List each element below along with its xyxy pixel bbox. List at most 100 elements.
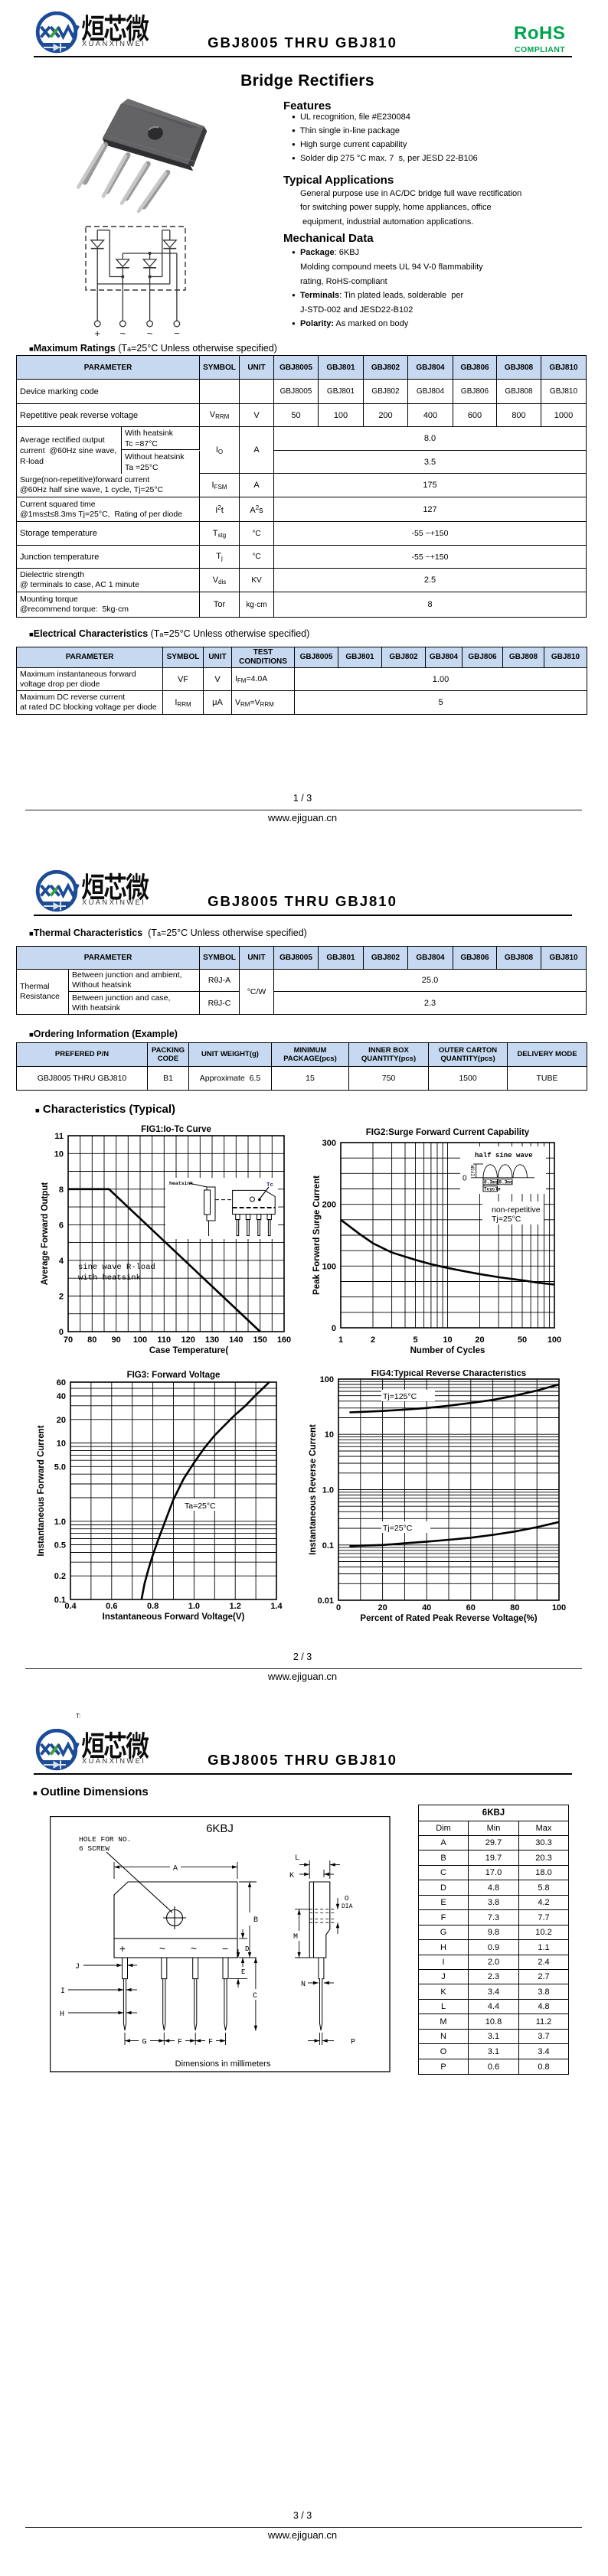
svg-text:50: 50 [518, 1335, 527, 1345]
svg-text:0.2: 0.2 [54, 1572, 66, 1581]
svg-text:Tj=25°C: Tj=25°C [383, 1524, 413, 1533]
svg-text:N: N [301, 1981, 306, 1989]
svg-text:150: 150 [253, 1335, 267, 1345]
svg-text:Tj=25°C: Tj=25°C [492, 1215, 521, 1224]
svg-text:~: ~ [191, 1942, 197, 1955]
svg-text:80: 80 [510, 1603, 519, 1612]
svg-text:100: 100 [133, 1335, 147, 1345]
svg-text:Tj=125°C: Tj=125°C [383, 1392, 417, 1401]
svg-text:F: F [208, 2039, 213, 2047]
svg-text:1.0: 1.0 [322, 1486, 334, 1495]
svg-text:M: M [293, 1933, 298, 1942]
svg-text:C: C [253, 1992, 257, 2000]
svg-text:half sine wave: half sine wave [475, 1152, 533, 1159]
svg-text:60: 60 [466, 1603, 476, 1612]
svg-text:sine wave R-load: sine wave R-load [78, 1263, 155, 1272]
svg-text:Number of Cycles: Number of Cycles [410, 1346, 485, 1355]
svg-text:6: 6 [59, 1221, 64, 1230]
svg-text:5.0: 5.0 [54, 1462, 66, 1472]
svg-text:100: 100 [552, 1603, 566, 1612]
svg-text:with heatsink: with heatsink [78, 1273, 141, 1283]
svg-text:0.1: 0.1 [54, 1596, 66, 1605]
svg-text:FIG1:Io-Tc Curve: FIG1:Io-Tc Curve [141, 1125, 211, 1134]
svg-text:160: 160 [277, 1335, 291, 1345]
svg-text:IFSM: IFSM [471, 1165, 476, 1176]
svg-text:E: E [241, 1968, 245, 1976]
svg-text:1.0: 1.0 [54, 1518, 66, 1527]
svg-text:DIA: DIA [342, 1903, 353, 1910]
svg-text:Dimensions in millimeters: Dimensions in millimeters [175, 2059, 271, 2069]
svg-text:60: 60 [57, 1378, 66, 1387]
svg-text:6 SCREW: 6 SCREW [79, 1844, 110, 1853]
svg-text:P: P [351, 2039, 355, 2047]
svg-text:10: 10 [57, 1440, 66, 1449]
svg-text:K: K [289, 1872, 294, 1880]
svg-text:I: I [60, 1987, 65, 1996]
svg-text:1.4: 1.4 [270, 1602, 283, 1611]
svg-text:O: O [345, 1895, 348, 1903]
svg-text:FIG3: Forward Voltage: FIG3: Forward Voltage [127, 1371, 221, 1380]
svg-text:100: 100 [320, 1375, 334, 1384]
svg-text:~: ~ [120, 328, 126, 339]
svg-text:F: F [178, 2039, 182, 2047]
svg-text:D: D [245, 1945, 249, 1953]
svg-text:8: 8 [59, 1185, 64, 1195]
svg-text:+: + [119, 1942, 126, 1955]
svg-text:10: 10 [54, 1149, 64, 1159]
svg-text:20: 20 [378, 1603, 387, 1612]
svg-text:B: B [253, 1916, 258, 1925]
svg-text:200: 200 [322, 1201, 336, 1210]
svg-text:8.3ms: 8.3ms [484, 1180, 498, 1185]
svg-text:6KBJ: 6KBJ [206, 1822, 234, 1835]
svg-text:Ta=25°C: Ta=25°C [185, 1502, 216, 1511]
svg-text:0.01: 0.01 [318, 1596, 334, 1606]
svg-text:non-repetitive: non-repetitive [492, 1205, 541, 1215]
svg-text:100: 100 [548, 1335, 561, 1345]
svg-text:FIG4:Typical Reverse Character: FIG4:Typical Reverse Characteristics [371, 1370, 526, 1378]
svg-text:−: − [222, 1942, 228, 1955]
svg-text:140: 140 [229, 1335, 243, 1345]
svg-text:130: 130 [205, 1335, 219, 1345]
svg-text:0.5: 0.5 [54, 1541, 66, 1550]
svg-text:J: J [75, 1963, 80, 1971]
svg-text:~: ~ [159, 1942, 165, 1955]
svg-text:11: 11 [54, 1132, 64, 1141]
svg-text:Instаntaneous Reverse Current: Instаntaneous Reverse Current [309, 1424, 318, 1555]
svg-text:1.0: 1.0 [188, 1602, 200, 1611]
svg-text:~: ~ [147, 328, 153, 339]
svg-text:4: 4 [59, 1257, 64, 1266]
svg-text:Instаntaneous Forward Current: Instаntaneous Forward Current [37, 1425, 46, 1556]
svg-text:G: G [142, 2039, 146, 2047]
svg-text:120: 120 [181, 1335, 195, 1345]
svg-text:Tc: Tc [266, 1182, 274, 1189]
svg-text:0: 0 [59, 1328, 64, 1337]
svg-text:0.1: 0.1 [322, 1541, 334, 1550]
svg-text:0: 0 [332, 1324, 336, 1333]
svg-text:2: 2 [59, 1293, 64, 1302]
svg-text:HOLE FOR NO.: HOLE FOR NO. [79, 1835, 131, 1844]
svg-text:Peаk Forward Surge Current: Peаk Forward Surge Current [312, 1176, 322, 1295]
svg-text:0: 0 [463, 1175, 467, 1183]
svg-text:20: 20 [57, 1416, 66, 1425]
svg-text:0.4: 0.4 [64, 1602, 77, 1611]
svg-text:100: 100 [322, 1262, 336, 1271]
svg-text:110: 110 [157, 1335, 171, 1345]
svg-text:1.2: 1.2 [230, 1602, 241, 1611]
svg-text:FIG2:Surge Forward Current Cap: FIG2:Surge Forward Current Capability [366, 1128, 530, 1137]
svg-text:5: 5 [413, 1335, 417, 1345]
svg-text:300: 300 [322, 1139, 336, 1148]
svg-text:L: L [295, 1854, 299, 1863]
svg-text:90: 90 [112, 1335, 121, 1345]
svg-text:Avеrage Forward Output: Avеrage Forward Output [41, 1182, 50, 1286]
svg-text:80: 80 [87, 1335, 96, 1345]
svg-text:0.8: 0.8 [147, 1602, 159, 1611]
svg-text:−: − [174, 328, 180, 339]
svg-text:70: 70 [64, 1335, 73, 1345]
svg-text:2: 2 [371, 1335, 375, 1345]
svg-text:Tcycle: Tcycle [484, 1187, 501, 1192]
svg-text:1: 1 [338, 1335, 343, 1345]
svg-text:8.3ms: 8.3ms [499, 1180, 513, 1185]
svg-text:A: A [173, 1865, 178, 1873]
svg-text:+: + [94, 328, 100, 339]
svg-text:0.6: 0.6 [106, 1602, 117, 1611]
